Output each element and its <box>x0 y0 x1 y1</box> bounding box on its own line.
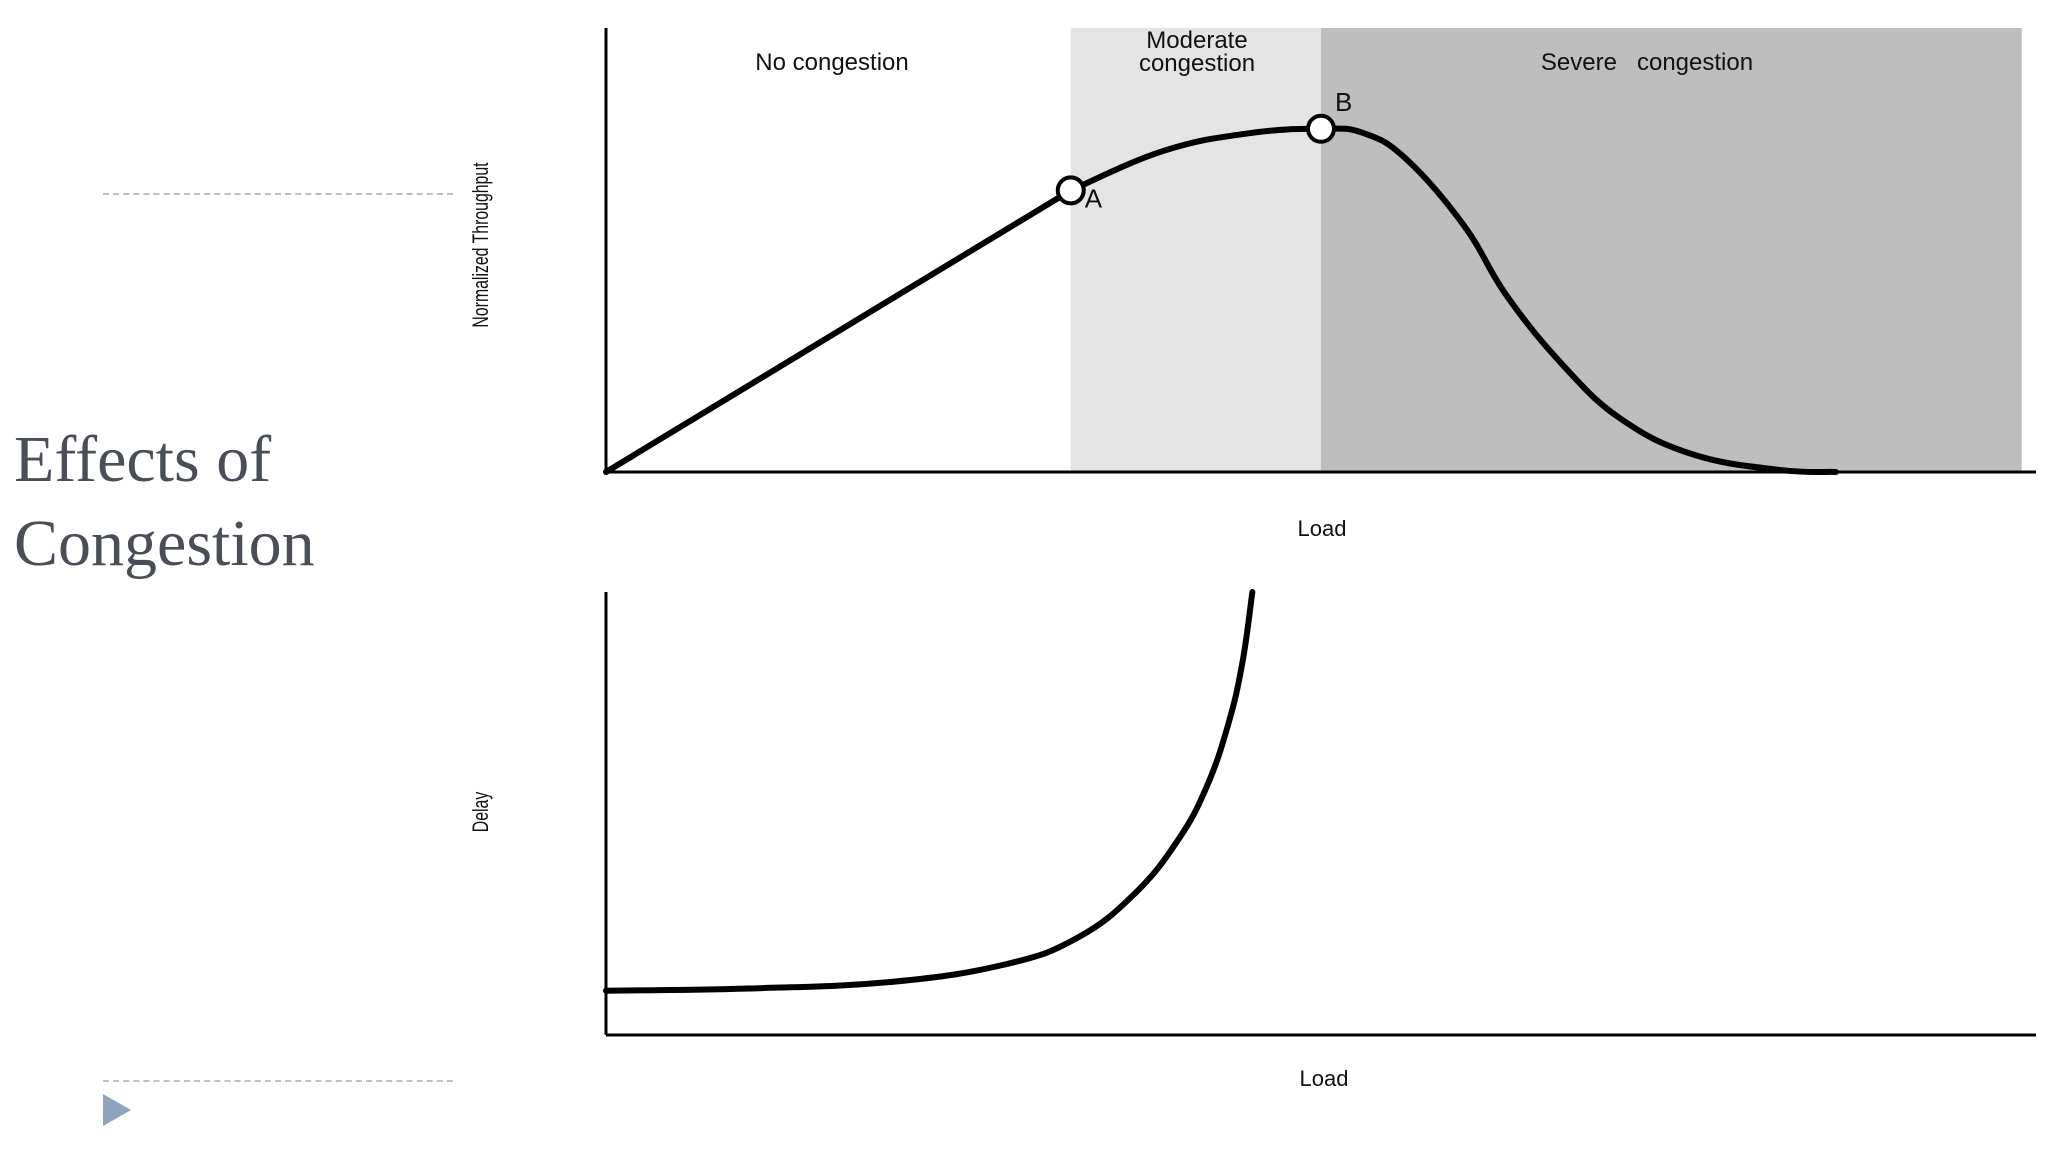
region-label-moderate-line1: Moderate <box>1146 27 1247 54</box>
region-label-severe-congestion: Severe congestion <box>1541 49 1753 76</box>
slide-title-line2: Congestion <box>14 507 315 580</box>
throughput-chart: No congestion Moderate congestion Severe… <box>470 27 2036 541</box>
divider-bottom <box>103 1080 453 1082</box>
region-no-congestion <box>606 28 1071 472</box>
slide-title-line1: Effects of <box>14 423 272 496</box>
region-severe-congestion <box>1321 28 2022 472</box>
delay-series-line <box>603 589 1256 994</box>
delay-y-axis-label: Delay <box>470 791 494 832</box>
bullet-arrow-icon <box>103 1094 131 1126</box>
slide-title: Effects of Congestion <box>14 418 315 586</box>
point-b-label: B <box>1335 87 1352 117</box>
delay-x-axis-label: Load <box>1300 1066 1349 1091</box>
point-b-marker <box>1306 113 1336 144</box>
throughput-series-line <box>603 125 1839 476</box>
region-moderate-congestion <box>1070 28 1321 472</box>
region-label-no-congestion: No congestion <box>755 49 908 76</box>
point-a-label: A <box>1085 183 1103 213</box>
region-label-moderate-line2: congestion <box>1139 50 1255 77</box>
divider-top <box>103 193 453 195</box>
throughput-y-axis-label: Normalized Throughput <box>470 162 494 328</box>
delay-chart: Load Delay <box>470 589 2036 1091</box>
point-a-marker <box>1055 175 1086 206</box>
throughput-x-axis-label: Load <box>1298 516 1347 541</box>
